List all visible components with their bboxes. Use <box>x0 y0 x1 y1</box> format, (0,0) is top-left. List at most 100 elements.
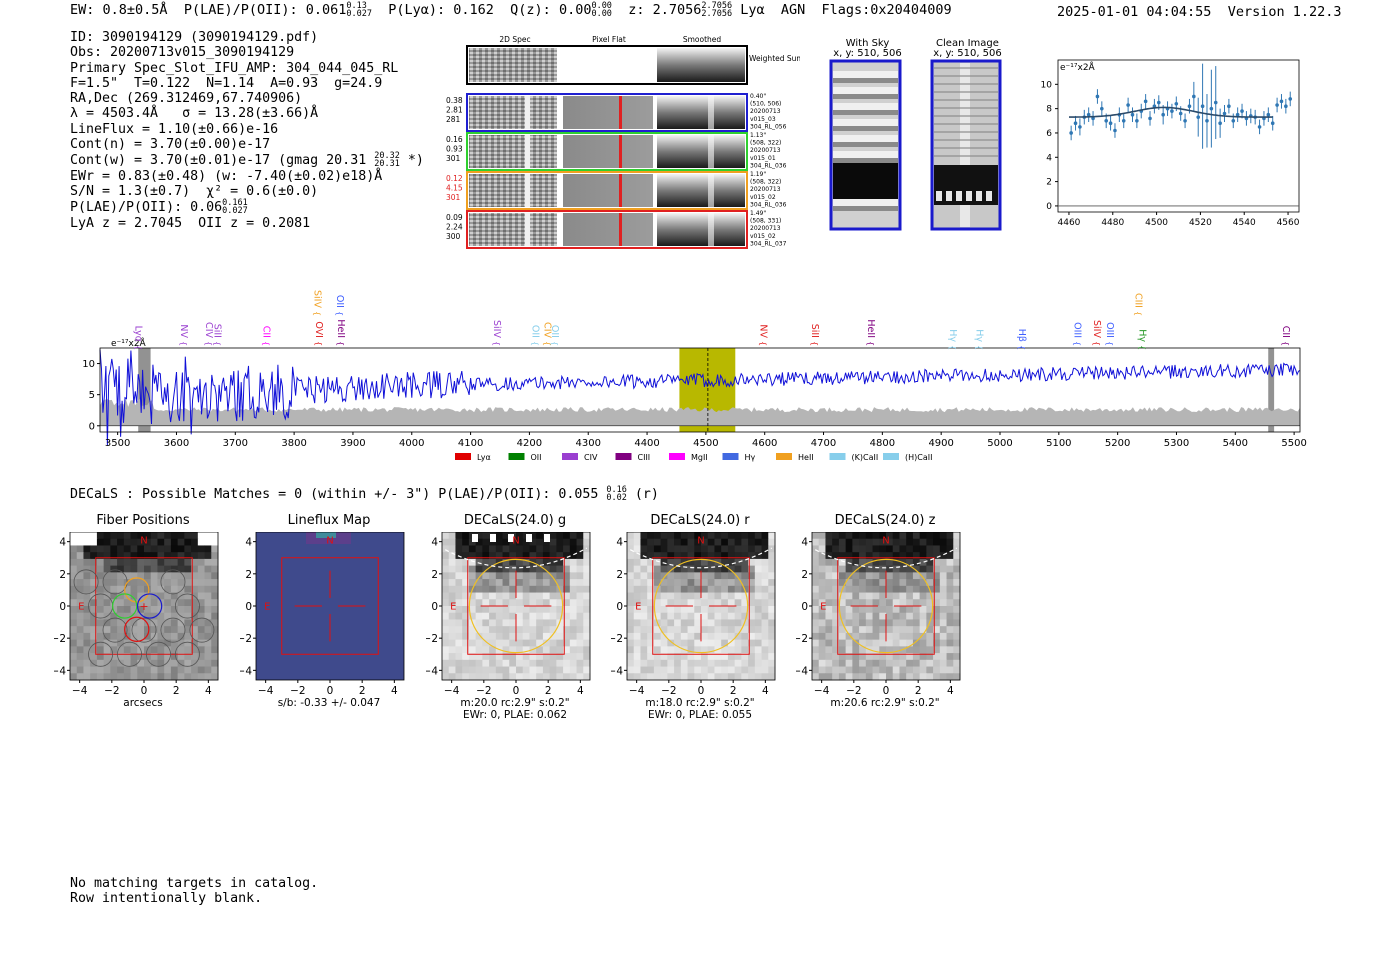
zoom-point <box>1231 119 1236 123</box>
z-value: z: 2.7056 <box>628 2 702 18</box>
version: Version 1.22.3 <box>1227 4 1342 20</box>
line-label-brace: { <box>974 345 983 350</box>
plya-value: P(Lyα): 0.162 <box>388 2 494 18</box>
ra-dec: RA,Dec (269.312469,67.740906) <box>70 91 303 107</box>
zoom-point <box>1275 103 1279 107</box>
search-box <box>281 557 379 655</box>
legend-label: CIV <box>584 453 598 462</box>
stamp-right-label: 1.13" (508, 322) 20200713 v015_01 304_RL_036 <box>750 132 787 169</box>
cutout-y-tick: 2 <box>431 569 438 581</box>
search-box <box>652 557 750 655</box>
cutout-x-tick: 4 <box>205 685 212 697</box>
zoom-point <box>1121 119 1126 123</box>
qz-range: 0.00 0.00 <box>591 1 612 19</box>
cutout-x-tick: −2 <box>104 685 119 697</box>
masked-band <box>1268 348 1275 432</box>
full-x-tick: 4800 <box>870 438 895 449</box>
cutout-y-tick: −2 <box>426 633 438 645</box>
line-label: Hγ <box>1136 329 1147 342</box>
full-x-tick: 3500 <box>105 438 130 449</box>
cutout-y-tick: −4 <box>54 665 66 677</box>
east-label: E <box>450 602 456 613</box>
legend-label: (H)CaII <box>905 453 932 462</box>
north-label: N <box>512 535 519 546</box>
legend-label: OII <box>531 453 542 462</box>
cutout-x-tick: −4 <box>629 685 645 697</box>
ew-value: EW: 0.8±0.5Å <box>70 2 168 18</box>
zoom-point <box>1279 99 1284 104</box>
line-label: OVI <box>313 321 324 338</box>
col-title-pixelflat: Pixel Flat <box>592 35 626 44</box>
cont-w: Cont(w) = 3.70(±0.01)e-17 (gmag 20.31 20… <box>70 151 424 170</box>
with-sky-xy: x, y: 510, 506 <box>833 48 902 59</box>
line-label: SiII <box>212 324 223 338</box>
cutout-x-tick: 2 <box>173 685 180 697</box>
stamp-pixelflat <box>563 213 653 246</box>
zoom-point <box>1192 94 1196 99</box>
full-x-tick: 4300 <box>576 438 601 449</box>
cutout-y-tick: −2 <box>240 633 252 645</box>
flags-value: Flags:0x20404009 <box>821 2 952 18</box>
full-axes-frame <box>99 347 1301 433</box>
cutout-y-tick: 4 <box>801 537 808 549</box>
zoom-point <box>1108 121 1113 126</box>
cutout-x-tick: −2 <box>290 685 305 697</box>
stamp-rows: 0.38 2.81 281 0.40" (510, 506) 20200713 v015_0… <box>446 93 787 249</box>
zoom-point <box>1161 112 1165 117</box>
zoom-x-tick: 4540 <box>1233 218 1256 228</box>
line-label-brace: { <box>866 341 875 346</box>
full-x-tick: 4400 <box>634 438 659 449</box>
zoom-x-tick: 4520 <box>1189 218 1212 228</box>
clean-image <box>930 59 1002 231</box>
east-label: E <box>820 602 826 613</box>
stamp-left-label: 0.38 2.81 281 <box>446 96 463 124</box>
line-label-brace: { <box>759 341 768 346</box>
cutout-title: DECaLS(24.0) z <box>834 513 936 528</box>
line-label-brace: { <box>543 341 552 346</box>
line-label-brace: { <box>1281 341 1290 346</box>
line-label-brace: { <box>313 311 322 316</box>
cutout-y-tick: 0 <box>801 601 808 613</box>
detection-info: ID: 3090194129 (3090194129.pdf) Obs: 202… <box>70 30 424 231</box>
neighbor-ellipse <box>444 547 588 569</box>
col-title-2dspec: 2D Spec <box>499 35 530 44</box>
stamp-right-label: 1.49" (508, 331) 20200713 v015_02 304_RL_037 <box>750 210 787 247</box>
aperture-circle <box>653 558 749 654</box>
cutout-x-tick: −2 <box>661 685 676 697</box>
zoom-point <box>1213 100 1218 105</box>
line-label-brace: { <box>1137 345 1146 350</box>
zoom-point <box>1178 111 1183 116</box>
weighted-sum-label: Weighted Sum <box>749 54 800 63</box>
stamp-right-label: 0.40" (510, 506) 20200713 v015_03 304_RL_056 <box>750 93 787 130</box>
summary-line: EW: 0.8±0.5Å P(LAE)/P(OII): 0.0610.13 0.0… <box>70 1 952 19</box>
line-label: Hγ <box>947 329 958 342</box>
zoom-point <box>1240 109 1244 113</box>
full-x-tick: 3700 <box>223 438 248 449</box>
aperture-circle <box>838 558 934 654</box>
cutout-y-tick: 2 <box>801 569 808 581</box>
plae-info: P(LAE)/P(OII): 0.060.161 0.027 <box>70 198 248 217</box>
line-label: OIII <box>1104 322 1115 338</box>
zoom-y-tick: 6 <box>1046 129 1052 139</box>
zoom-y-tick: 0 <box>1046 202 1052 212</box>
zoom-point <box>1174 101 1179 106</box>
full-x-tick: 5000 <box>987 438 1012 449</box>
cutout-x-tick: 4 <box>391 685 398 697</box>
full-x-tick: 3900 <box>340 438 365 449</box>
footer-line-2: Row intentionally blank. <box>70 891 263 906</box>
cutout-caption: s/b: -0.33 +/- 0.047 <box>277 697 381 709</box>
footer-line-1: No matching targets in catalog. <box>70 876 319 891</box>
line-label-brace: { <box>213 341 222 346</box>
stamp-smoothed <box>657 174 745 207</box>
stamps-svg: 2D Spec Pixel Flat Smoothed Weighted Sum… <box>446 35 804 249</box>
stamp-left-label: 0.09 2.24 300 <box>446 213 463 241</box>
plae-range: 0.13 0.027 <box>346 1 372 19</box>
cutout-y-tick: 2 <box>59 569 66 581</box>
zoom-axes-frame <box>1057 59 1300 213</box>
ew-rest: EWr = 0.83(±0.48) (w: -7.40(±0.02)e18)Å <box>70 168 383 184</box>
cutout-y-tick: 0 <box>245 601 252 613</box>
line-label-brace: { <box>1092 341 1101 346</box>
stamp-left-label: 0.16 0.93 301 <box>446 135 463 163</box>
cutout-image: N E −4 −4 −2 −2 0 0 2 2 4 4 <box>426 532 591 697</box>
cutout-x-tick: 2 <box>359 685 366 697</box>
